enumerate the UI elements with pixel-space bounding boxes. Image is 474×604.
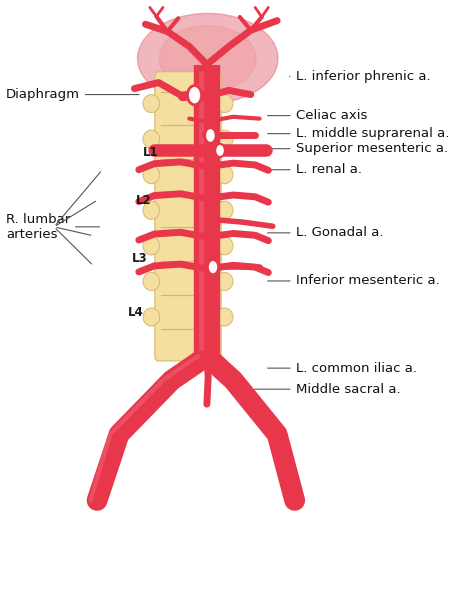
Text: Celiac axis: Celiac axis bbox=[268, 109, 367, 122]
Text: Middle sacral a.: Middle sacral a. bbox=[255, 383, 400, 396]
Ellipse shape bbox=[216, 201, 233, 219]
FancyBboxPatch shape bbox=[155, 72, 221, 361]
Ellipse shape bbox=[216, 165, 233, 184]
Ellipse shape bbox=[143, 272, 160, 291]
Circle shape bbox=[188, 86, 201, 105]
Text: Diaphragm: Diaphragm bbox=[6, 88, 139, 101]
Text: L. inferior phrenic a.: L. inferior phrenic a. bbox=[290, 70, 430, 83]
Text: L1: L1 bbox=[143, 146, 158, 159]
Circle shape bbox=[205, 127, 216, 143]
Ellipse shape bbox=[143, 95, 160, 112]
Text: L2: L2 bbox=[137, 194, 152, 208]
Text: L. common iliac a.: L. common iliac a. bbox=[268, 362, 417, 374]
Ellipse shape bbox=[143, 165, 160, 184]
Text: R. lumbar
arteries: R. lumbar arteries bbox=[6, 213, 100, 241]
Text: L. Gonadal a.: L. Gonadal a. bbox=[268, 226, 383, 239]
Text: Superior mesenteric a.: Superior mesenteric a. bbox=[268, 142, 447, 155]
Ellipse shape bbox=[216, 130, 233, 148]
Ellipse shape bbox=[143, 130, 160, 148]
Text: L. renal a.: L. renal a. bbox=[268, 163, 362, 176]
Ellipse shape bbox=[137, 13, 278, 104]
Text: Inferior mesenteric a.: Inferior mesenteric a. bbox=[268, 274, 439, 288]
Text: L. middle suprarenal a.: L. middle suprarenal a. bbox=[268, 127, 449, 140]
Text: L3: L3 bbox=[132, 252, 147, 265]
Ellipse shape bbox=[216, 308, 233, 326]
Ellipse shape bbox=[216, 272, 233, 291]
Ellipse shape bbox=[216, 95, 233, 112]
Circle shape bbox=[208, 260, 219, 274]
Circle shape bbox=[215, 144, 225, 157]
Ellipse shape bbox=[143, 237, 160, 255]
Ellipse shape bbox=[143, 201, 160, 219]
Ellipse shape bbox=[143, 308, 160, 326]
Text: L4: L4 bbox=[128, 306, 143, 320]
Ellipse shape bbox=[159, 25, 256, 92]
Ellipse shape bbox=[216, 237, 233, 255]
